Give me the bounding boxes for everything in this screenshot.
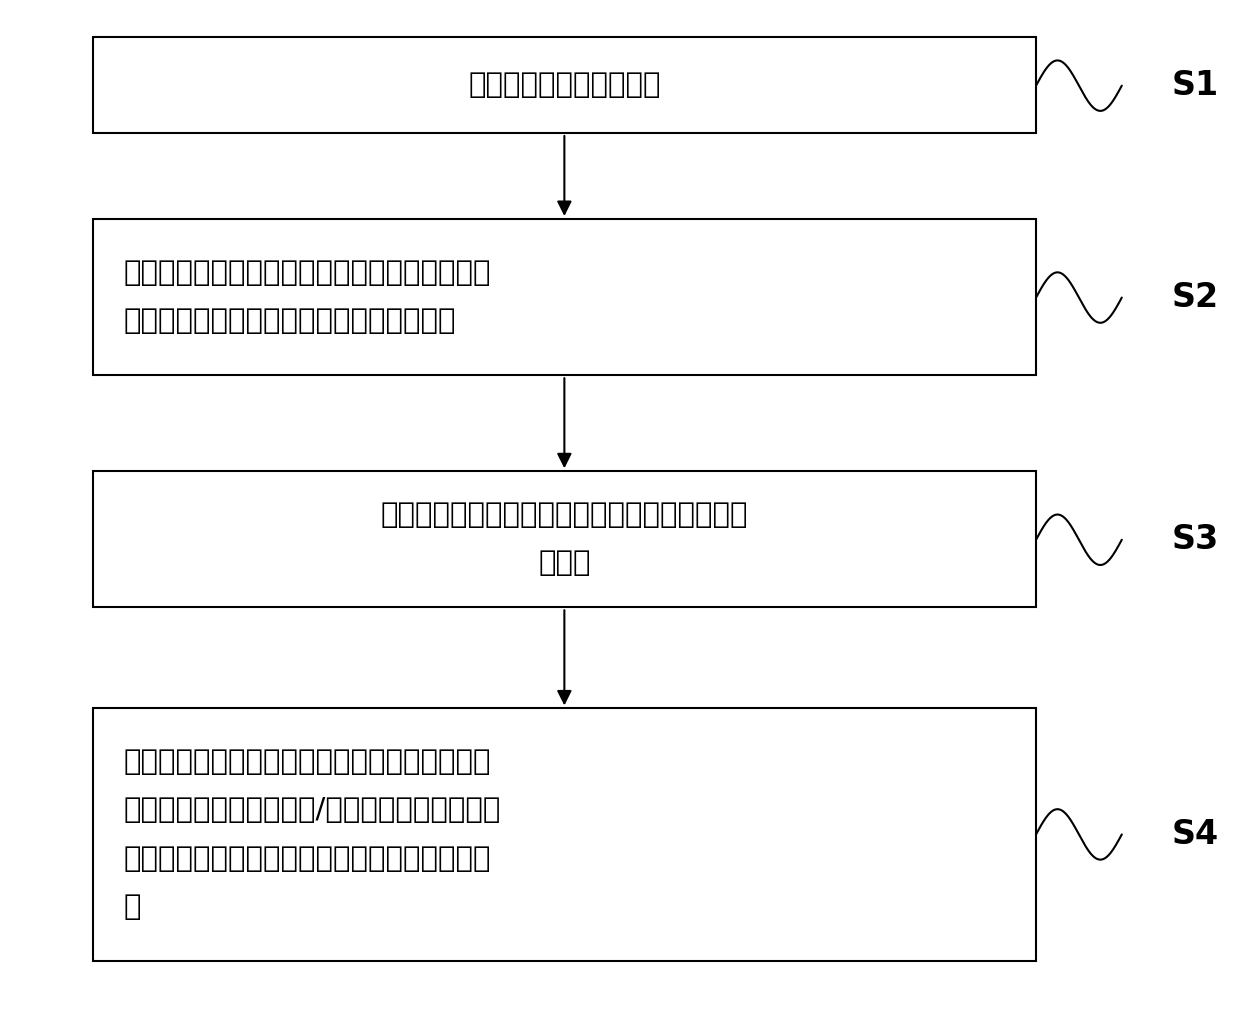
Bar <box>93 708 1036 961</box>
Text: 将封装薄膜覆盖于基材上形成有低熔点金属图案: 将封装薄膜覆盖于基材上形成有低熔点金属图案 <box>124 748 491 775</box>
Text: S3: S3 <box>1172 523 1219 557</box>
Text: 通过金属粘附结构从低熔点金属图案上粘附低熔: 通过金属粘附结构从低熔点金属图案上粘附低熔 <box>380 501 748 529</box>
Text: 点金属: 点金属 <box>538 549 591 577</box>
Text: 的一面上，向封装薄膜和/或基材上施加压力，完: 的一面上，向封装薄膜和/或基材上施加压力，完 <box>124 796 501 825</box>
Text: 件: 件 <box>124 893 141 921</box>
Text: ，低熔点金属的熔点低于封装过程中的温度: ，低熔点金属的熔点低于封装过程中的温度 <box>124 307 456 336</box>
Text: 使用低熔点金属，在基材上形成低熔点金属图案: 使用低熔点金属，在基材上形成低熔点金属图案 <box>124 259 491 286</box>
Text: S2: S2 <box>1172 281 1219 314</box>
Bar <box>93 37 1036 133</box>
Text: S4: S4 <box>1172 818 1219 851</box>
Text: 成对低熔点金属图案的封装，得到低熔点金属器: 成对低熔点金属图案的封装，得到低熔点金属器 <box>124 845 491 873</box>
Text: 提供一基材和一封装薄膜: 提供一基材和一封装薄膜 <box>468 72 660 99</box>
Text: S1: S1 <box>1172 70 1219 102</box>
Bar <box>93 219 1036 375</box>
Bar <box>93 472 1036 608</box>
